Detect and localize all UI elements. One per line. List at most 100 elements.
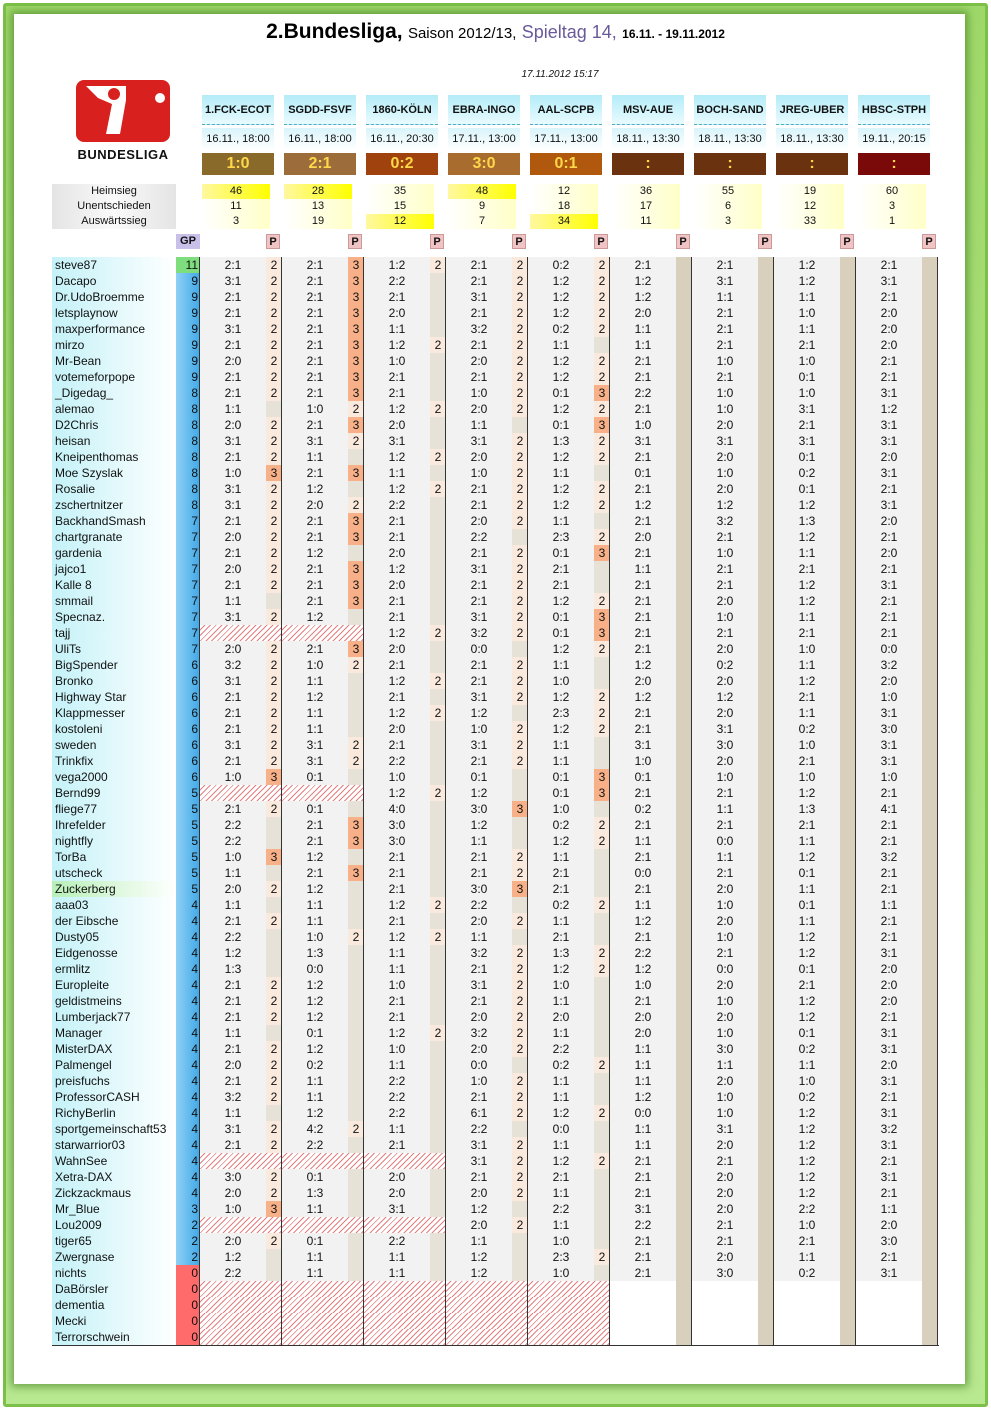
points-cell: 2 (594, 833, 610, 849)
tip: 1:2 (282, 481, 348, 497)
match-name: EBRA-INGO (448, 95, 520, 125)
points-cell: 2 (512, 721, 528, 737)
gp: 7 (176, 593, 200, 609)
points-cell: 2 (594, 369, 610, 385)
points-cell (840, 865, 856, 881)
points-cell: 2 (594, 689, 610, 705)
tip: 3:2 (200, 657, 266, 673)
tip: 2:1 (282, 561, 348, 577)
tip: 2:2 (282, 1137, 348, 1153)
tip: 3:1 (610, 737, 676, 753)
points-cell (758, 1089, 774, 1105)
points-cell: 2 (594, 705, 610, 721)
points-cell: 2 (512, 1073, 528, 1089)
points-cell: 3 (348, 833, 364, 849)
match-result: 2:1 (284, 153, 356, 175)
tip: 3:1 (856, 433, 922, 449)
no-tip (282, 1313, 364, 1329)
tip: 1:2 (528, 273, 594, 289)
name: UliTs (52, 641, 176, 657)
points-cell (430, 513, 446, 529)
tip: 1:0 (692, 465, 758, 481)
points-cell: 2 (512, 961, 528, 977)
tip: 1:3 (282, 1185, 348, 1201)
tip: 1:0 (446, 721, 512, 737)
no-tip (282, 625, 364, 641)
tip: 0:2 (610, 801, 676, 817)
points-cell (922, 785, 938, 801)
points-cell: 2 (266, 705, 282, 721)
tip: 2:0 (200, 1057, 266, 1073)
points-cell: 3 (348, 289, 364, 305)
tip: 0:0 (282, 961, 348, 977)
gp: 4 (176, 1041, 200, 1057)
stat-value: 33 (776, 214, 844, 229)
tip: 3:1 (856, 273, 922, 289)
points-cell (430, 801, 446, 817)
points-cell (430, 1249, 446, 1265)
tip: 2:1 (692, 257, 758, 273)
tip: 3:2 (856, 849, 922, 865)
tip: 1:2 (774, 1169, 840, 1185)
tip: 2:1 (856, 257, 922, 273)
tip: 0:1 (528, 785, 594, 801)
gp: 6 (176, 737, 200, 753)
name: dementia (52, 1297, 176, 1313)
tip: 1:2 (528, 593, 594, 609)
tip: 1:1 (692, 801, 758, 817)
tip: 1:0 (282, 401, 348, 417)
points-cell (840, 849, 856, 865)
no-tip (200, 1313, 282, 1329)
tip: 1:1 (364, 1265, 430, 1281)
points-cell (676, 609, 692, 625)
points-cell (676, 1153, 692, 1169)
points-cell (430, 961, 446, 977)
points-cell: 2 (512, 273, 528, 289)
points-cell: 2 (266, 977, 282, 993)
tip: 2:0 (692, 753, 758, 769)
points-cell (594, 865, 610, 881)
tip: 3:1 (692, 1121, 758, 1137)
tip: 3:1 (856, 753, 922, 769)
tip: 1:0 (200, 769, 266, 785)
no-tip (364, 1329, 446, 1345)
tip: 1:0 (610, 753, 676, 769)
points-cell: 2 (594, 257, 610, 273)
points-cell (758, 353, 774, 369)
tip: 2:0 (692, 449, 758, 465)
tip: 2:1 (692, 305, 758, 321)
points-cell (758, 1217, 774, 1233)
points-cell (840, 289, 856, 305)
points-cell (922, 817, 938, 833)
gp: 6 (176, 673, 200, 689)
match-name: AAL-SCPB (530, 95, 602, 125)
points-cell (758, 1025, 774, 1041)
points-cell: 2 (594, 1057, 610, 1073)
points-cell (922, 721, 938, 737)
points-cell: 2 (594, 593, 610, 609)
points-cell: 3 (348, 257, 364, 273)
tip: 1:0 (446, 465, 512, 481)
gp: 6 (176, 753, 200, 769)
points-cell (676, 801, 692, 817)
tip: 2:1 (364, 865, 430, 881)
tip: 0:2 (774, 1089, 840, 1105)
points-cell (676, 433, 692, 449)
tip: 1:3 (774, 801, 840, 817)
tip: 1:2 (364, 785, 430, 801)
tip: 1:3 (528, 945, 594, 961)
points-cell (594, 1185, 610, 1201)
points-cell (430, 849, 446, 865)
tip: 2:1 (856, 353, 922, 369)
tip: 1:2 (364, 705, 430, 721)
tip: 2:1 (856, 865, 922, 881)
points-cell (840, 1169, 856, 1185)
name: Moe Szyslak (52, 465, 176, 481)
tip: 1:2 (774, 673, 840, 689)
points-cell (676, 1217, 692, 1233)
points-cell (676, 881, 692, 897)
tip: 1:2 (528, 641, 594, 657)
title-line: 2.Bundesliga, Saison 2012/13, Spieltag 1… (0, 20, 991, 44)
points-cell: 3 (594, 625, 610, 641)
tip: 2:1 (692, 561, 758, 577)
